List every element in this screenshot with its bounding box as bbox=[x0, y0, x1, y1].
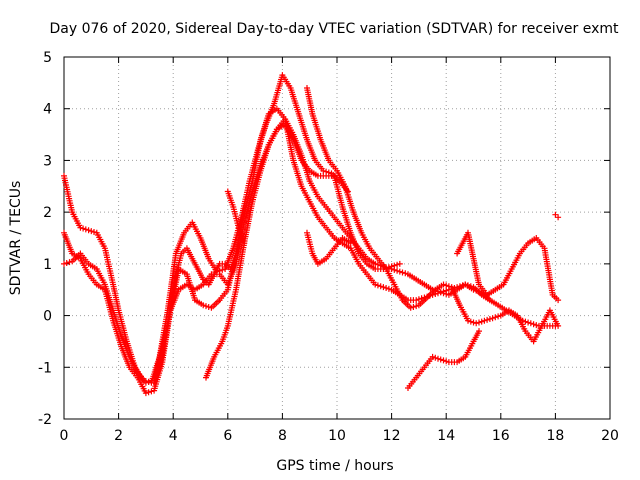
y-tick-label: -2 bbox=[38, 412, 52, 428]
x-tick-label: 20 bbox=[601, 428, 619, 444]
x-tick-label: 14 bbox=[437, 428, 455, 444]
y-tick-label: 5 bbox=[43, 50, 52, 66]
x-tick-label: 8 bbox=[278, 428, 287, 444]
data-point-marks bbox=[224, 188, 248, 247]
y-tick-label: 3 bbox=[43, 153, 52, 169]
x-tick-label: 10 bbox=[328, 428, 346, 444]
data-point-marks bbox=[552, 211, 562, 221]
x-tick-label: 12 bbox=[383, 428, 401, 444]
x-tick-label: 2 bbox=[114, 428, 123, 444]
x-axis-label: GPS time / hours bbox=[276, 458, 393, 474]
data-series bbox=[405, 328, 482, 391]
x-tick-label: 0 bbox=[60, 428, 69, 444]
data-point-marks bbox=[203, 121, 403, 381]
data-series bbox=[454, 229, 562, 304]
y-tick-label: 2 bbox=[43, 205, 52, 221]
x-tick-label: 16 bbox=[492, 428, 510, 444]
data-point-marks bbox=[304, 85, 562, 345]
y-tick-label: 4 bbox=[43, 102, 52, 118]
chart-title: Day 076 of 2020, Sidereal Day-to-day VTE… bbox=[50, 21, 620, 37]
data-points bbox=[61, 72, 562, 397]
data-series bbox=[61, 72, 351, 386]
data-series bbox=[151, 235, 245, 386]
y-axis-label: SDTVAR / TECUs bbox=[8, 181, 24, 296]
y-tick-label: 0 bbox=[43, 309, 52, 325]
data-series bbox=[304, 229, 354, 267]
data-series bbox=[224, 188, 248, 247]
data-point-marks bbox=[61, 72, 351, 386]
y-tick-label: -1 bbox=[38, 360, 52, 376]
data-point-marks bbox=[304, 229, 354, 267]
x-tick-label: 6 bbox=[223, 428, 232, 444]
data-series bbox=[552, 211, 562, 221]
data-point-marks bbox=[405, 328, 482, 391]
data-point-marks bbox=[454, 229, 562, 304]
data-series bbox=[203, 121, 403, 381]
data-point-marks bbox=[151, 235, 245, 386]
x-tick-label: 18 bbox=[546, 428, 564, 444]
data-series bbox=[304, 85, 562, 345]
x-tick-label: 4 bbox=[169, 428, 178, 444]
y-tick-label: 1 bbox=[43, 257, 52, 273]
